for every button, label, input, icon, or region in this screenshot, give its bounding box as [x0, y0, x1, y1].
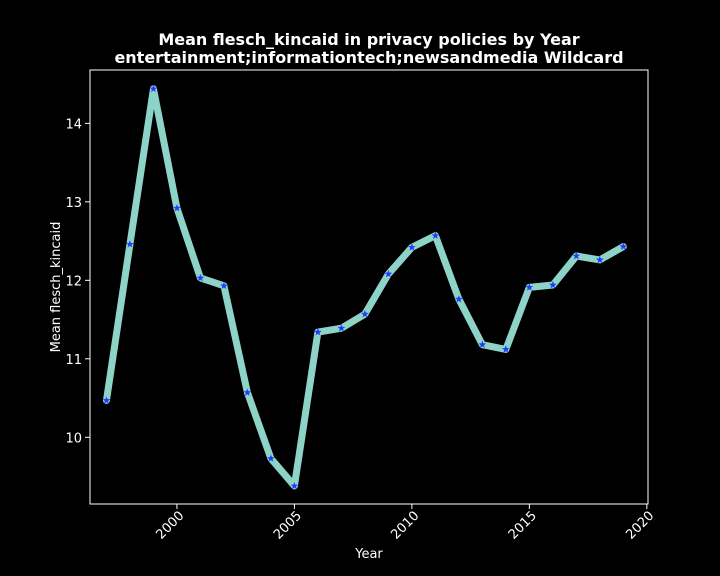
y-tick-label-10: 10	[65, 431, 82, 446]
data-point-1998	[126, 240, 134, 248]
data-point-2015	[525, 283, 534, 291]
data-point-2006	[314, 328, 322, 336]
chart-title-line-2: entertainment;informationtech;newsandmed…	[114, 48, 623, 67]
data-point-2005	[290, 481, 299, 490]
data-point-2010	[408, 243, 416, 251]
data-point-2017	[572, 252, 581, 260]
x-axis-label: Year	[354, 547, 383, 562]
y-tick-label-14: 14	[65, 117, 82, 132]
data-point-2019	[619, 242, 628, 250]
y-tick-label-12: 12	[65, 274, 82, 289]
data-point-2018	[596, 255, 604, 264]
data-point-2011	[431, 231, 440, 239]
data-point-2014	[502, 345, 510, 353]
data-point-2009	[384, 270, 393, 278]
y-tick-label-13: 13	[65, 196, 82, 211]
data-point-2007	[337, 324, 346, 332]
data-point-2016	[549, 281, 557, 289]
data-point-2000	[173, 204, 181, 212]
data-point-1999	[149, 84, 158, 93]
data-point-2012	[455, 295, 463, 303]
data-point-2008	[361, 310, 369, 318]
data-point-2013	[478, 340, 487, 348]
data-point-2004	[267, 454, 275, 462]
y-tick-label-11: 11	[65, 353, 82, 368]
y-axis-label: Mean flesch_kincaid	[49, 222, 64, 353]
data-point-2003	[243, 388, 252, 396]
data-point-1997	[102, 396, 111, 404]
data-point-2002	[220, 281, 228, 290]
axes-frame	[89, 69, 649, 505]
data-point-2001	[196, 273, 205, 282]
chart-title-line-1: Mean flesch_kincaid in privacy policies …	[158, 30, 579, 49]
